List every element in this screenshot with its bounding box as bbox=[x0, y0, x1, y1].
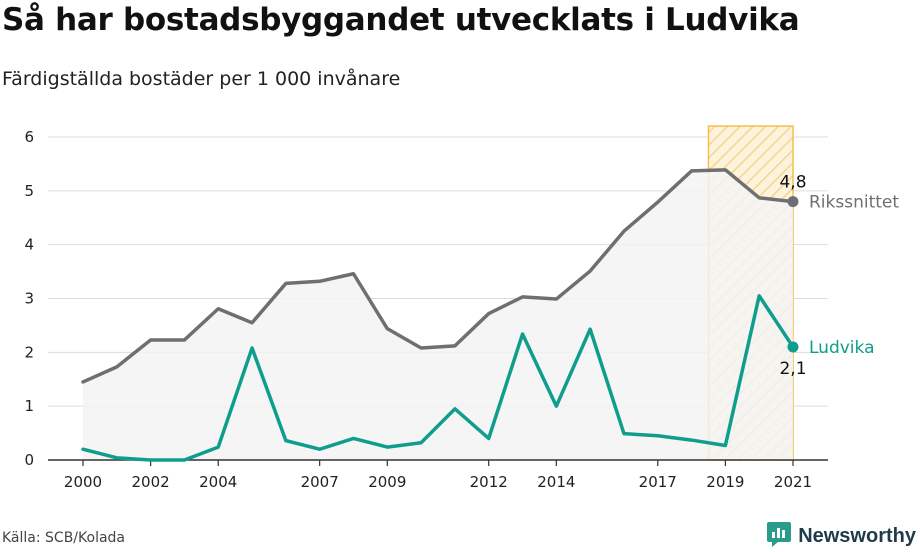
national-average-line bbox=[81, 168, 795, 384]
y-tick-label: 1 bbox=[24, 397, 34, 415]
x-tick-label: 2007 bbox=[301, 473, 339, 491]
y-tick-label: 4 bbox=[24, 236, 34, 254]
national-end-value: 4,8 bbox=[779, 173, 806, 193]
y-tick-label: 0 bbox=[24, 451, 34, 469]
x-tick-label: 2014 bbox=[537, 473, 575, 491]
y-tick-label: 2 bbox=[24, 343, 34, 361]
y-tick-label: 5 bbox=[24, 182, 34, 200]
x-tick-label: 2002 bbox=[132, 473, 170, 491]
x-tick-label: 2000 bbox=[64, 473, 102, 491]
y-tick-label: 6 bbox=[24, 128, 34, 146]
ludvika-line bbox=[81, 294, 795, 462]
x-tick-label: 2012 bbox=[470, 473, 508, 491]
brand-name: Newsworthy bbox=[798, 524, 916, 547]
x-tick-label: 2017 bbox=[639, 473, 677, 491]
national-end-point bbox=[787, 196, 799, 208]
x-tick-label: 2019 bbox=[706, 473, 744, 491]
newsworthy-logo-icon bbox=[766, 520, 792, 552]
national-area bbox=[83, 169, 793, 461]
ludvika-series-label: Ludvika bbox=[809, 338, 875, 358]
source-note: Källa: SCB/Kolada bbox=[2, 530, 126, 546]
national-series-label: Rikssnittet bbox=[809, 193, 899, 213]
y-tick-label: 3 bbox=[24, 290, 34, 308]
ludvika-end-value: 2,1 bbox=[779, 359, 806, 379]
x-tick-label: 2004 bbox=[199, 473, 237, 491]
x-tick-label: 2021 bbox=[774, 473, 812, 491]
x-tick-label: 2009 bbox=[368, 473, 406, 491]
chart-subtitle: Färdigställda bostäder per 1 000 invånar… bbox=[2, 68, 401, 90]
ludvika-end-point bbox=[787, 341, 799, 353]
brand-logo: Newsworthy bbox=[766, 520, 916, 552]
chart-title: Så har bostadsbyggandet utvecklats i Lud… bbox=[2, 2, 800, 38]
